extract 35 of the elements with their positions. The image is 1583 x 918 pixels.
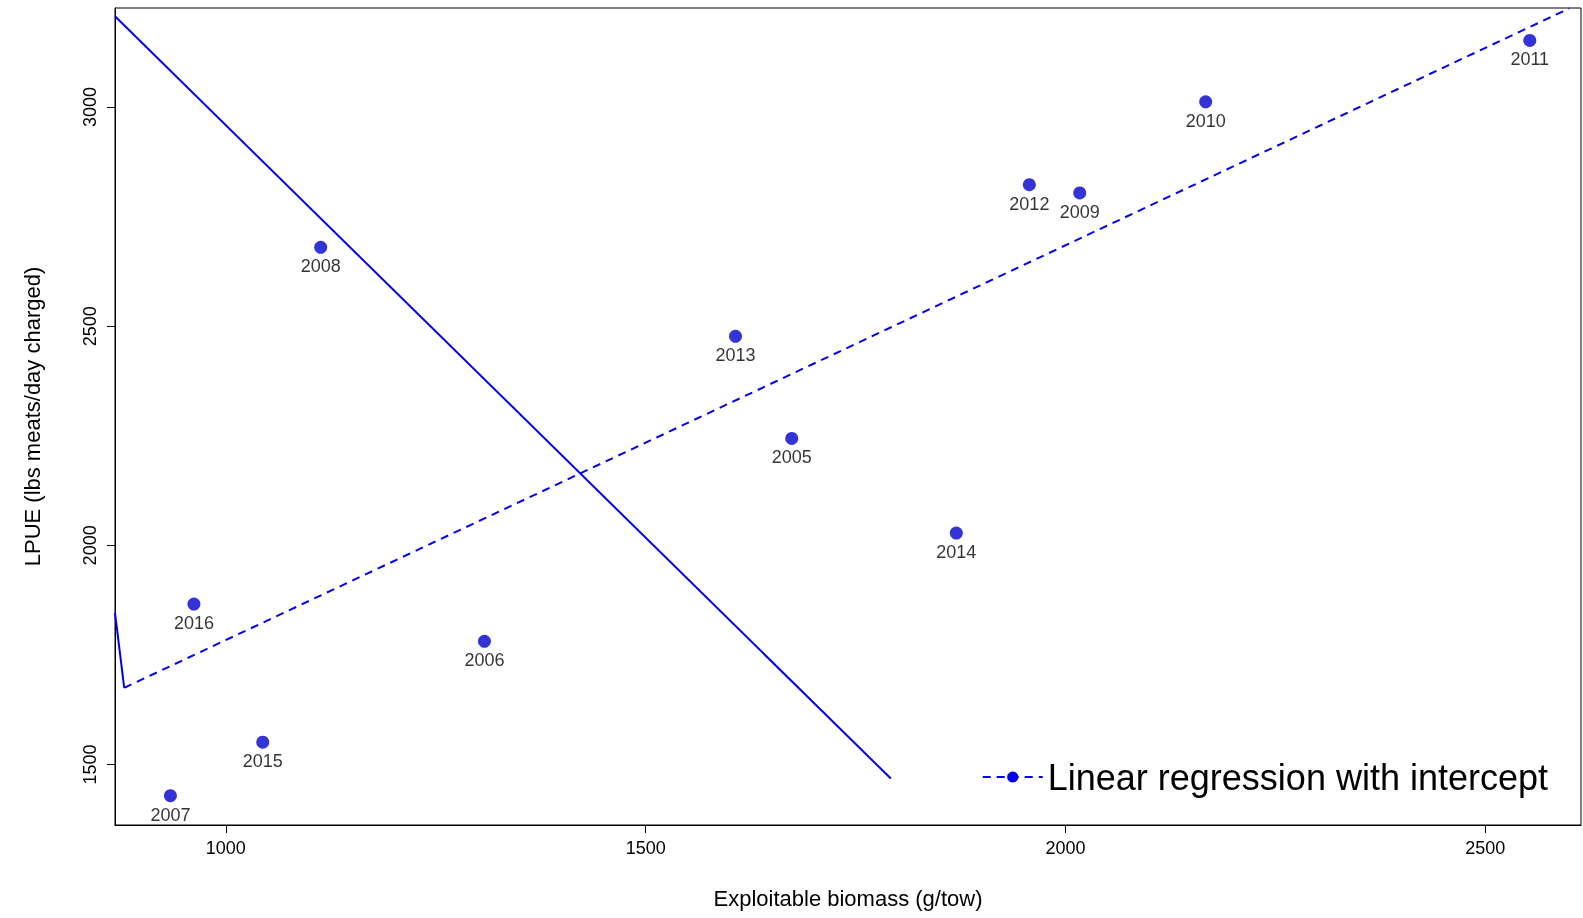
y-tick-label: 2500 xyxy=(80,306,100,347)
annotation: 2007 xyxy=(150,804,191,825)
point xyxy=(1199,95,1213,109)
y-tick-label: 3000 xyxy=(80,87,100,128)
point xyxy=(785,431,799,445)
point xyxy=(187,597,201,611)
point xyxy=(256,735,270,749)
annotation: 2010 xyxy=(1185,110,1226,131)
point xyxy=(1523,33,1537,47)
legend-label: Linear regression with intercept xyxy=(1047,756,1549,798)
point xyxy=(477,634,491,648)
annotation: 2005 xyxy=(771,447,812,468)
point xyxy=(949,526,963,540)
point xyxy=(1073,186,1087,200)
annotation: 2009 xyxy=(1059,201,1100,222)
point xyxy=(163,789,177,803)
annotation: 2012 xyxy=(1009,193,1050,214)
annotation: 2011 xyxy=(1510,49,1550,70)
y-axis-title: LPUE (lbs meats/day charged) xyxy=(19,266,45,567)
x-tick-label: 1000 xyxy=(205,838,246,858)
annotation: 2008 xyxy=(300,256,341,277)
x-axis-title: Exploitable biomass (g/tow) xyxy=(713,885,983,911)
point xyxy=(729,329,742,343)
x-tick-label: 2000 xyxy=(1045,838,1086,858)
annotation: 2014 xyxy=(936,542,977,563)
point xyxy=(314,240,328,254)
x-tick-label: 1500 xyxy=(625,838,666,858)
x-tick-label: 2500 xyxy=(1465,838,1506,858)
point xyxy=(1022,178,1036,192)
annotation: 2016 xyxy=(173,613,214,634)
annotation: 2013 xyxy=(715,345,756,366)
annotation: 2006 xyxy=(464,650,505,671)
y-tick-label: 1500 xyxy=(80,744,100,785)
y-tick-label: 2000 xyxy=(80,525,100,566)
annotation: 2015 xyxy=(242,751,283,772)
